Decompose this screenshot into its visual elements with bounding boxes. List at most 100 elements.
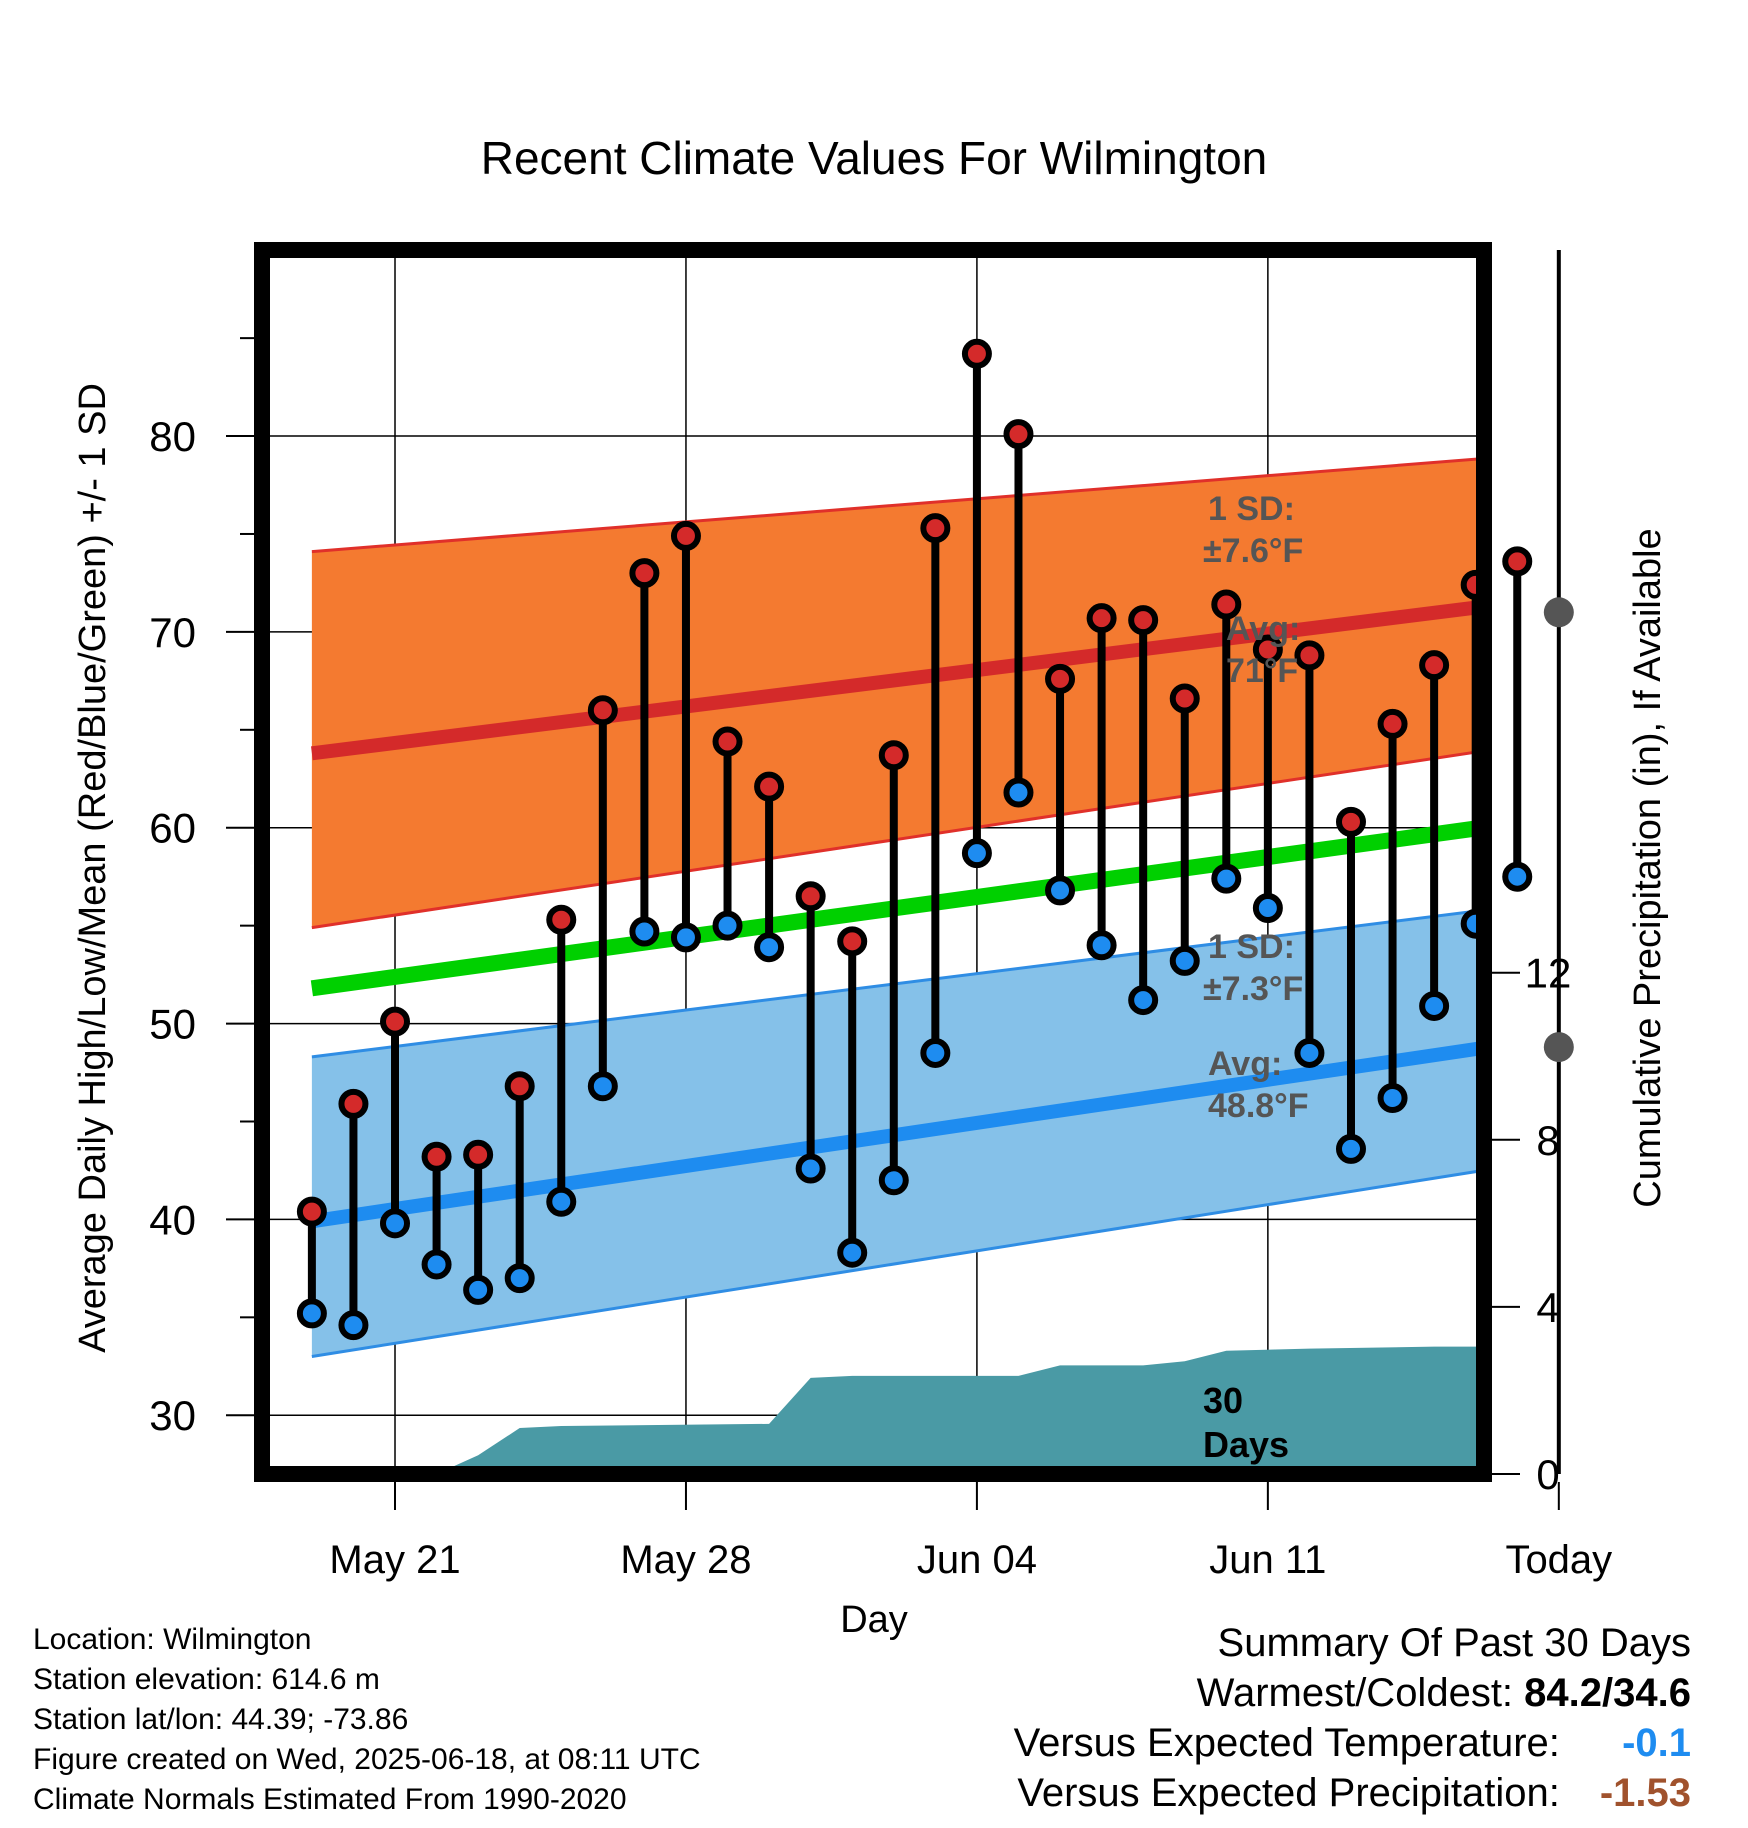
daily-high-marker	[754, 771, 785, 802]
normals-text: Climate Normals Estimated From 1990-2020	[33, 1783, 627, 1816]
daily-high-marker	[1045, 663, 1076, 694]
daily-low-marker	[421, 1249, 452, 1280]
mean-line	[310, 819, 1484, 997]
daily-high-marker	[837, 926, 868, 957]
y-tick-label: 80	[149, 413, 196, 460]
daily-low-marker	[878, 1165, 909, 1196]
precipitation-area	[436, 1346, 1484, 1474]
today-marker	[1543, 250, 1574, 1474]
low-avg-label: Avg:	[1208, 1045, 1282, 1083]
daily-low-marker	[712, 910, 743, 941]
high-average-line	[311, 599, 1484, 761]
precip-area	[436, 1346, 1484, 1474]
axes: 30 40 50 60 70 80 0 4 8 12 May 21 May 28 Jun 04 Jun 1…	[149, 337, 1612, 1582]
low-sd-band-upper-edge	[311, 908, 1484, 1059]
daily-high-marker	[1377, 708, 1408, 739]
temp-value: -0.1	[1622, 1721, 1691, 1765]
daily-high-marker	[546, 904, 577, 935]
daily-low-marker	[546, 1186, 577, 1217]
daily-high-marker	[878, 740, 909, 771]
daily-low-marker	[1086, 930, 1117, 961]
daily-high-marker	[1003, 419, 1034, 450]
daily-markers	[296, 338, 1533, 1341]
days-count-number: 30	[1203, 1380, 1243, 1421]
daily-low-marker	[1502, 861, 1533, 892]
x-tick-label: Today	[1505, 1538, 1612, 1582]
location-text: Location: Wilmington	[33, 1623, 312, 1656]
low-average-line	[310, 1040, 1484, 1229]
daily-low-marker	[961, 838, 992, 869]
high-sd-band-lower-edge	[311, 749, 1484, 930]
daily-low-marker	[338, 1310, 369, 1341]
y2-tick-label: 0	[1536, 1451, 1559, 1498]
daily-low-marker	[1003, 777, 1034, 808]
daily-low-marker	[296, 1298, 327, 1329]
daily-low-marker	[920, 1037, 951, 1068]
created-text: Figure created on Wed, 2025-06-18, at 08…	[33, 1743, 701, 1776]
daily-low-marker	[754, 932, 785, 963]
y2-tick-label: 8	[1536, 1117, 1559, 1164]
y2-tick-label: 12	[1525, 950, 1572, 997]
x-axis-label: Day	[840, 1599, 908, 1641]
daily-high-marker	[1211, 589, 1242, 620]
daily-high-marker	[712, 726, 743, 757]
daily-low-marker	[1335, 1133, 1366, 1164]
y2-axis-label: Cumulative Precipitation (in), If Availa…	[1627, 528, 1669, 1207]
summary-title: Summary Of Past 30 Days	[1217, 1621, 1691, 1665]
daily-high-marker	[587, 695, 618, 726]
daily-high-marker	[670, 520, 701, 551]
today-high-avg-dot	[1543, 597, 1574, 628]
daily-low-marker	[463, 1274, 494, 1305]
normals-bands	[310, 456, 1484, 1358]
daily-low-marker	[1377, 1082, 1408, 1113]
daily-high-marker	[1252, 634, 1283, 665]
latlon-text: Station lat/lon: 44.39; -73.86	[33, 1703, 409, 1736]
daily-high-marker	[338, 1088, 369, 1119]
low-sd-band-lower-edge	[311, 1168, 1484, 1358]
x-tick-label: May 28	[620, 1538, 751, 1582]
daily-high-marker	[1335, 806, 1366, 837]
daily-low-marker	[380, 1208, 411, 1239]
daily-high-marker	[795, 881, 826, 912]
days-count-word: Days	[1203, 1424, 1289, 1465]
temp-label: Versus Expected Temperature:	[1013, 1721, 1560, 1765]
y2-tick-label: 4	[1536, 1284, 1559, 1331]
daily-low-marker	[1252, 893, 1283, 924]
daily-high-marker	[463, 1139, 494, 1170]
daily-low-marker	[1045, 875, 1076, 906]
x-tick-label: May 21	[329, 1538, 460, 1582]
y-tick-label: 40	[149, 1196, 196, 1243]
daily-high-marker	[629, 558, 660, 589]
daily-high-marker	[380, 1006, 411, 1037]
daily-low-marker	[795, 1153, 826, 1184]
y-tick-label: 60	[149, 805, 196, 852]
daily-low-marker	[837, 1237, 868, 1268]
daily-low-marker	[1169, 945, 1200, 976]
y-tick-label: 70	[149, 609, 196, 656]
daily-range-stems	[307, 353, 1522, 1326]
daily-high-marker	[1169, 683, 1200, 714]
warmest-label: Warmest/Coldest:	[1196, 1671, 1514, 1715]
y-tick-label: 50	[149, 1001, 196, 1048]
daily-low-marker	[1294, 1037, 1325, 1068]
high-sd-value: ±7.6°F	[1203, 532, 1303, 570]
precip-value: -1.53	[1599, 1771, 1691, 1815]
chart-title: Recent Climate Values For Wilmington	[481, 132, 1268, 184]
daily-low-marker	[587, 1071, 618, 1102]
daily-high-marker	[1086, 603, 1117, 634]
low-avg-value: 48.8°F	[1208, 1087, 1309, 1125]
daily-high-marker	[1419, 650, 1450, 681]
x-tick-label: Jun 11	[1209, 1538, 1326, 1582]
elevation-text: Station elevation: 614.6 m	[33, 1663, 380, 1696]
y-axis-label: Average Daily High/Low/Mean (Red/Blue/Gr…	[72, 383, 114, 1353]
daily-low-marker	[670, 922, 701, 953]
daily-low-marker	[1211, 863, 1242, 894]
x-tick-label: Jun 04	[917, 1538, 1037, 1582]
daily-high-marker	[961, 338, 992, 369]
today-low-avg-dot	[1543, 1032, 1574, 1063]
daily-high-marker	[1502, 546, 1533, 577]
high-avg-label: Avg:	[1226, 610, 1300, 648]
low-sd-label: 1 SD:	[1208, 928, 1295, 966]
warmest-value: 84.2/34.6	[1524, 1671, 1691, 1715]
